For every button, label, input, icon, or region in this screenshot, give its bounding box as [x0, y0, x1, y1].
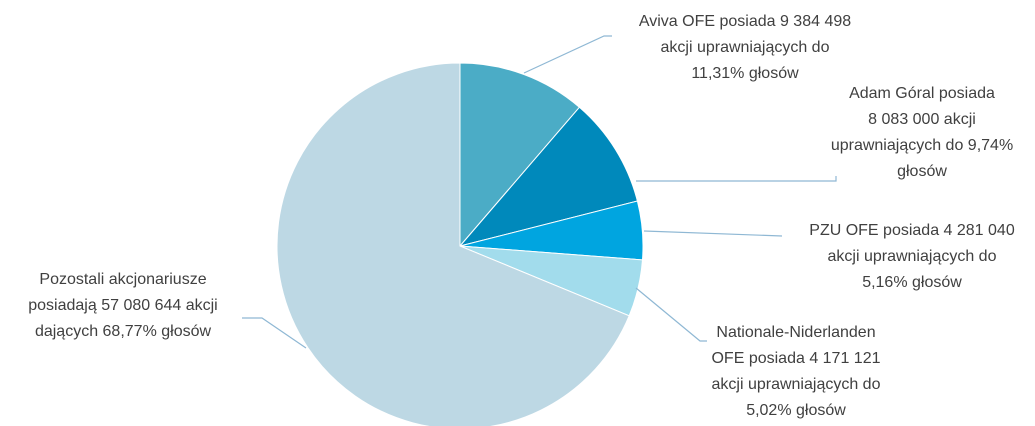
label-line: akcji uprawniających do	[828, 248, 997, 265]
leader-line	[635, 287, 707, 342]
label-line: posiadają 57 080 644 akcji	[28, 297, 217, 314]
leader-line	[523, 35, 612, 74]
label-line: głosów	[897, 163, 947, 180]
label-line: akcji uprawniających do	[712, 376, 881, 393]
label-line: akcji uprawniających do	[661, 39, 830, 56]
label-line: Aviva OFE posiada 9 384 498	[639, 13, 851, 30]
pie-slice	[276, 62, 630, 426]
slice-label: PZU OFE posiada 4 281 040 akcji uprawniaj…	[809, 222, 1015, 291]
label-line: OFE posiada 4 171 121	[711, 350, 880, 367]
label-line: Nationale-Niderlanden	[716, 324, 875, 341]
label-line: 5,16% głosów	[862, 274, 962, 291]
slice-label: Aviva OFE posiada 9 384 498 akcji uprawni…	[639, 13, 851, 82]
label-line: PZU OFE posiada 4 281 040	[809, 222, 1015, 239]
leader-line	[242, 317, 307, 349]
pie-slice	[458, 106, 639, 247]
pie	[276, 62, 644, 426]
label-line: Adam Góral posiada	[849, 85, 995, 102]
slice-label: Pozostali akcjonariusze posiadają 57 080 …	[28, 271, 217, 340]
label-line: Pozostali akcjonariusze	[39, 271, 206, 288]
label-line: dających 68,77% głosów	[35, 323, 212, 340]
leader-lines	[242, 35, 837, 349]
slice-label: Adam Góral posiada 8 083 000 akcji uprawni…	[831, 85, 1013, 180]
leader-line	[643, 230, 783, 237]
pie-slice	[459, 62, 581, 248]
slice-label: Nationale-Niderlanden OFE posiada 4 171 1…	[711, 324, 880, 419]
leader-line	[636, 176, 837, 182]
label-line: 11,31% głosów	[691, 65, 799, 82]
label-line: 8 083 000 akcji	[868, 111, 976, 128]
label-line: uprawniających do 9,74%	[831, 137, 1013, 154]
label-line: 5,02% głosów	[746, 402, 846, 419]
